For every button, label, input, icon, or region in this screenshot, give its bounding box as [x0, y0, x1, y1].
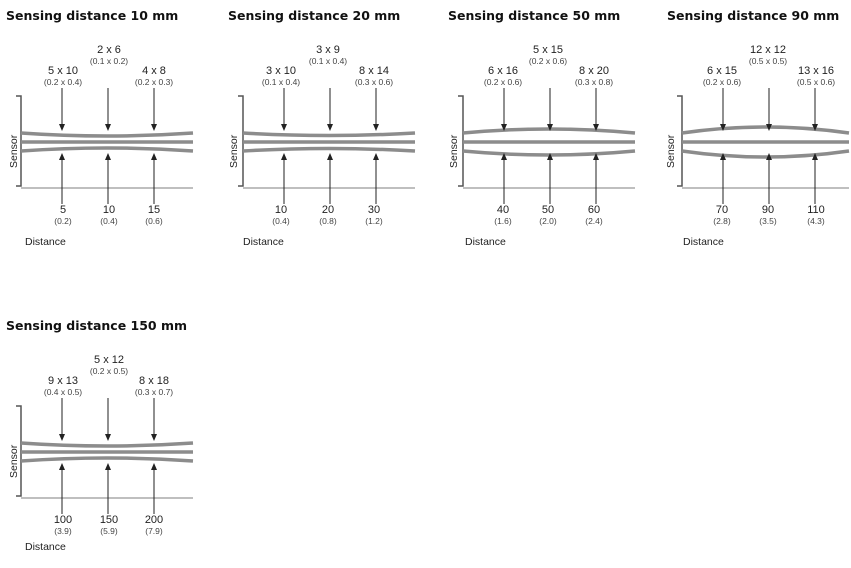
beam-diagram: [458, 88, 636, 204]
spot-arrowhead: [105, 124, 111, 131]
spot-arrowhead: [373, 124, 379, 131]
panel-20mm: Sensing distance 20 mm 3 x 10 (0.1 x 0.4)…: [228, 8, 433, 258]
beam-line: [242, 131, 416, 138]
distance-tick-right: 200 (7.9): [144, 514, 164, 536]
panel-150mm: Sensing distance 150 mm 9 x 13 (0.4 x 0.5…: [6, 318, 211, 568]
beam-line: [242, 146, 416, 153]
panel-title: Sensing distance 20 mm: [228, 8, 401, 23]
sensor-label: Sensor: [228, 134, 240, 168]
distance-arrowhead: [327, 153, 333, 160]
beam-line: [681, 125, 850, 135]
distance-arrowhead: [151, 153, 157, 160]
distance-arrowhead: [105, 463, 111, 470]
distance-tick-right: 15 (0.6): [145, 204, 163, 226]
spot-arrowhead: [105, 434, 111, 441]
panel-title: Sensing distance 50 mm: [448, 8, 621, 23]
distance-tick-right: 60 (2.4): [585, 204, 603, 226]
beam-line: [20, 131, 194, 138]
sensor-bracket: [677, 95, 683, 187]
distance-arrowhead: [501, 153, 507, 160]
spot-arrowhead: [766, 124, 772, 131]
distance-tick-right: 30 (1.2): [365, 204, 383, 226]
beam-diagram: [16, 88, 194, 204]
beam-diagram: [238, 88, 416, 204]
sensor-label: Sensor: [665, 134, 677, 168]
panel-title: Sensing distance 10 mm: [6, 8, 179, 23]
distance-arrowhead: [766, 153, 772, 160]
spot-arrowhead: [501, 124, 507, 131]
beam-line: [462, 127, 636, 135]
distance-arrowhead: [720, 153, 726, 160]
spot-size-right: 8 x 20 (0.3 x 0.8): [574, 65, 614, 87]
spot-size-left: 5 x 10 (0.2 x 0.4): [43, 65, 83, 87]
spot-size-center: 2 x 6 (0.1 x 0.2): [89, 44, 129, 66]
spot-arrowhead: [593, 124, 599, 131]
panel-50mm: Sensing distance 50 mm 6 x 16 (0.2 x 0.6)…: [448, 8, 653, 258]
distance-tick-left: 10 (0.4): [272, 204, 290, 226]
distance-tick-center: 150 (5.9): [99, 514, 119, 536]
distance-label: Distance: [683, 236, 724, 248]
spot-size-left: 6 x 15 (0.2 x 0.6): [702, 65, 742, 87]
spot-size-left: 9 x 13 (0.4 x 0.5): [43, 375, 83, 397]
distance-tick-left: 70 (2.8): [713, 204, 731, 226]
distance-tick-left: 100 (3.9): [53, 514, 73, 536]
distance-arrowhead: [59, 153, 65, 160]
panel-title: Sensing distance 90 mm: [667, 8, 840, 23]
distance-arrowhead: [373, 153, 379, 160]
spot-size-right: 13 x 16 (0.5 x 0.6): [796, 65, 836, 87]
spot-size-center: 5 x 12 (0.2 x 0.5): [89, 354, 129, 376]
spot-arrowhead: [812, 124, 818, 131]
spot-arrowhead: [59, 124, 65, 131]
sensor-label: Sensor: [8, 444, 20, 478]
spot-size-right: 8 x 18 (0.3 x 0.7): [134, 375, 174, 397]
distance-label: Distance: [243, 236, 284, 248]
distance-arrowhead: [151, 463, 157, 470]
beam-diagram: [677, 88, 850, 204]
distance-arrowhead: [593, 153, 599, 160]
spot-arrowhead: [720, 124, 726, 131]
panel-title: Sensing distance 150 mm: [6, 318, 188, 333]
beam-diagram: [16, 398, 194, 514]
spot-arrowhead: [281, 124, 287, 131]
spot-size-right: 8 x 14 (0.3 x 0.6): [354, 65, 394, 87]
distance-arrowhead: [59, 463, 65, 470]
spot-arrowhead: [547, 124, 553, 131]
distance-tick-center: 90 (3.5): [759, 204, 777, 226]
sensor-label: Sensor: [8, 134, 20, 168]
spot-size-left: 6 x 16 (0.2 x 0.6): [483, 65, 523, 87]
beam-line: [20, 146, 194, 153]
spot-size-center: 3 x 9 (0.1 x 0.4): [308, 44, 348, 66]
distance-tick-left: 40 (1.6): [494, 204, 512, 226]
spot-arrowhead: [59, 434, 65, 441]
distance-label: Distance: [25, 541, 66, 553]
distance-arrowhead: [281, 153, 287, 160]
beam-line: [20, 441, 194, 448]
distance-tick-center: 20 (0.8): [319, 204, 337, 226]
distance-tick-left: 5 (0.2): [54, 204, 72, 226]
spot-size-center: 12 x 12 (0.5 x 0.5): [748, 44, 788, 66]
distance-tick-center: 10 (0.4): [100, 204, 118, 226]
sensor-label: Sensor: [448, 134, 460, 168]
distance-tick-center: 50 (2.0): [539, 204, 557, 226]
spot-size-right: 4 x 8 (0.2 x 0.3): [134, 65, 174, 87]
distance-label: Distance: [465, 236, 506, 248]
distance-label: Distance: [25, 236, 66, 248]
spot-arrowhead: [151, 434, 157, 441]
distance-arrowhead: [547, 153, 553, 160]
spot-size-left: 3 x 10 (0.1 x 0.4): [261, 65, 301, 87]
beam-line: [462, 149, 636, 157]
spot-size-center: 5 x 15 (0.2 x 0.6): [528, 44, 568, 66]
distance-arrowhead: [812, 153, 818, 160]
spot-arrowhead: [327, 124, 333, 131]
beam-line: [20, 456, 194, 463]
panel-90mm: Sensing distance 90 mm 6 x 15 (0.2 x 0.6)…: [665, 8, 851, 258]
panel-10mm: Sensing distance 10 mm 5 x 10 (0.2 x 0.4)…: [6, 8, 211, 258]
distance-tick-right: 110 (4.3): [807, 204, 825, 226]
beam-line: [681, 149, 850, 159]
distance-arrowhead: [105, 153, 111, 160]
spot-arrowhead: [151, 124, 157, 131]
